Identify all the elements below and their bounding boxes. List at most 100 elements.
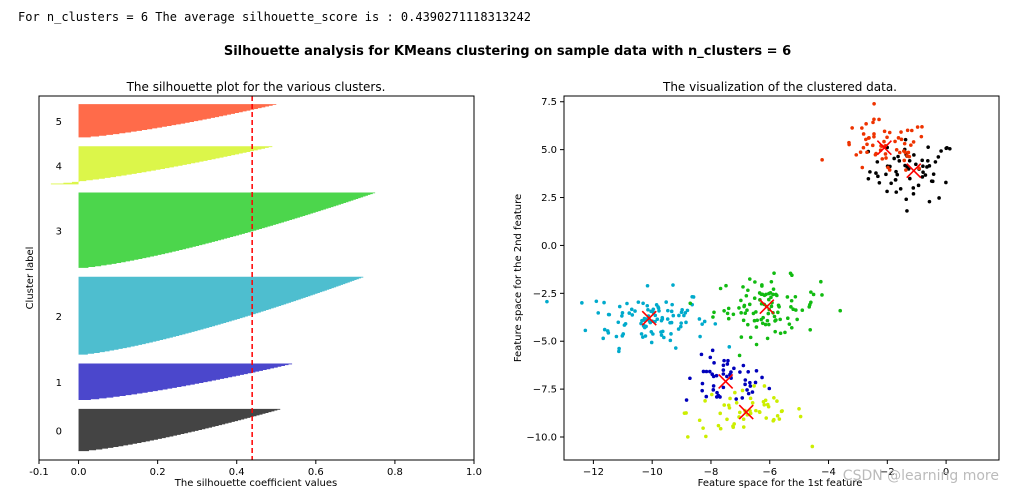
scatter-point [737, 353, 742, 358]
scatter-point [746, 369, 751, 374]
scatter-point [893, 139, 897, 144]
cluster-center-marker [718, 373, 734, 390]
scatter-point [746, 322, 750, 327]
scatter-point [722, 403, 727, 407]
scatter-point [907, 154, 912, 159]
scatter-point [754, 342, 759, 347]
scatter-point [732, 366, 736, 371]
scatter-point [754, 408, 758, 413]
scatter-point [726, 403, 731, 408]
scatter-point [858, 150, 863, 154]
scatter-point [596, 311, 601, 315]
scatter-point [785, 316, 790, 321]
scatter-point [769, 304, 774, 309]
scatter-point [882, 129, 887, 134]
scatter-point [644, 324, 648, 329]
scatter-point [798, 414, 803, 419]
scatter-point [760, 375, 764, 380]
scatter-point [838, 308, 843, 313]
cluster-center-marker [876, 140, 892, 156]
scatter-point [920, 175, 925, 179]
scatter-point [793, 294, 798, 299]
scatter-point [766, 311, 771, 316]
scatter-point [766, 297, 771, 302]
scatter-point [811, 292, 816, 297]
scatter-point [748, 396, 753, 401]
scatter-point [915, 125, 920, 129]
scatter-point [649, 329, 654, 334]
scatter-point [921, 164, 925, 169]
scatter-point [629, 307, 634, 312]
scatter-point [903, 150, 908, 155]
silhouette-plot-title: The silhouette plot for the various clus… [126, 80, 386, 94]
scatter-point [679, 321, 683, 325]
cluster-center-marker [641, 310, 657, 326]
scatter-point [645, 283, 650, 288]
scatter-point [884, 172, 888, 177]
scatter-point [771, 287, 776, 291]
scatter-point [739, 335, 744, 339]
silhouette-cluster-0 [78, 408, 281, 452]
scatter-point [864, 122, 868, 126]
scatter-point [776, 310, 780, 315]
scatter-point [772, 314, 777, 319]
scatter-point [908, 176, 912, 181]
scatter-point [728, 396, 732, 401]
scatter-point [673, 346, 678, 350]
scatter-point [697, 317, 702, 321]
scatter-point [912, 153, 916, 157]
x-tick-label: 0.0 [71, 467, 87, 478]
scatter-point [763, 322, 768, 327]
watermark: CSDN @learning more [842, 468, 999, 484]
scatter-point [808, 328, 813, 332]
scatter-point [740, 396, 745, 400]
x-tick-label: -0.1 [29, 467, 49, 478]
scatter-point [910, 128, 914, 133]
scatter-point [627, 311, 632, 315]
scatter-point [795, 317, 799, 322]
scatter-point [791, 307, 795, 312]
scatter-point [944, 180, 948, 185]
scatter-point [708, 355, 713, 360]
scatter-point [911, 192, 916, 196]
scatter-point [936, 155, 941, 159]
clustered-data-xlabel: Feature space for the 1st feature [698, 478, 863, 489]
scatter-point [704, 394, 709, 399]
scatter-point [602, 300, 606, 305]
x-tick-label: −12 [583, 467, 604, 478]
scatter-point [903, 137, 908, 142]
scatter-point [614, 334, 619, 339]
scatter-point [897, 150, 902, 155]
scatter-point [753, 380, 758, 385]
scatter-point [747, 302, 752, 307]
scatter-point [682, 411, 687, 415]
scatter-point [711, 315, 715, 319]
scatter-point [645, 303, 650, 308]
x-tick-label: 0.2 [150, 467, 166, 478]
scatter-point [718, 426, 723, 431]
scatter-point [780, 409, 784, 413]
scatter-point [721, 363, 726, 368]
scatter-point [678, 324, 683, 329]
scatter-point [820, 158, 824, 162]
scatter-point [920, 125, 924, 129]
scatter-point [820, 293, 824, 297]
scatter-point [810, 444, 815, 449]
scatter-point [860, 165, 865, 170]
console-output: For n_clusters = 6 The average silhouett… [18, 10, 531, 24]
scatter-point [664, 300, 668, 304]
scatter-point [767, 386, 772, 391]
scatter-point [904, 168, 908, 172]
scatter-point [602, 327, 607, 332]
scatter-point [671, 313, 676, 318]
scatter-point [769, 280, 774, 284]
scatter-point [734, 400, 739, 405]
scatter-point [725, 362, 730, 366]
scatter-point [725, 311, 730, 316]
scatter-point [872, 132, 876, 136]
scatter-point [739, 298, 743, 303]
scatter-point [874, 151, 878, 156]
scatter-point [920, 158, 925, 163]
scatter-point [727, 345, 732, 349]
scatter-point [708, 369, 712, 374]
